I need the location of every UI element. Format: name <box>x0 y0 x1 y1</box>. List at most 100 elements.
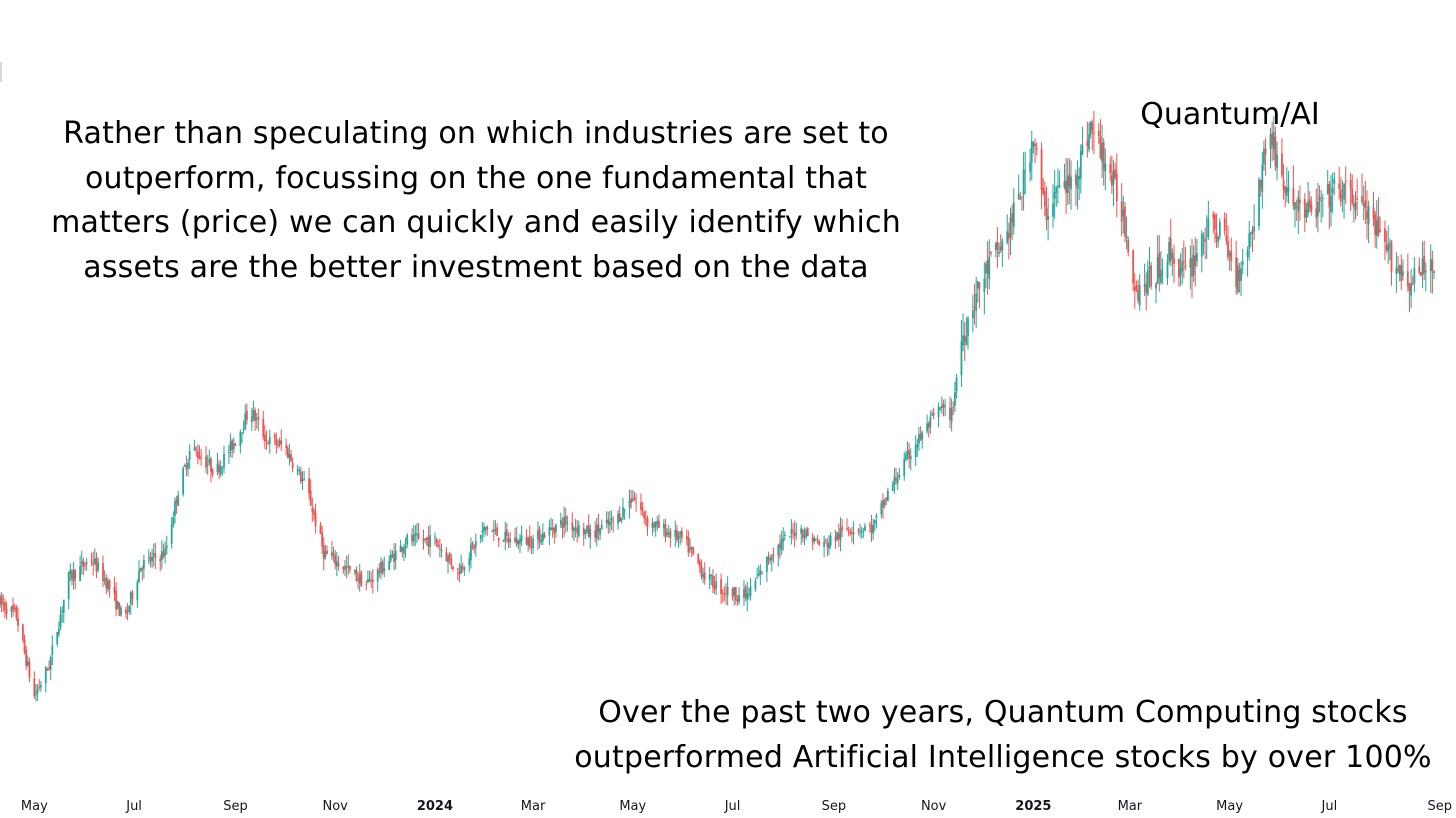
candle-up <box>136 582 139 601</box>
candle-up <box>67 571 70 600</box>
x-axis: May Jul Sep Nov 2024 Mar May Jul Sep Nov 2025 Mar Ma… <box>21 799 1452 814</box>
candle-up <box>206 464 209 466</box>
candle-up <box>1146 270 1149 295</box>
candle-up <box>250 416 253 423</box>
candle-up <box>107 580 109 590</box>
candle-up <box>324 551 327 558</box>
candle-down <box>507 538 510 543</box>
candle-down <box>999 246 1002 251</box>
candle-down <box>1215 232 1218 240</box>
candle-up <box>468 558 471 566</box>
candle-up <box>434 536 436 538</box>
candle-down <box>417 533 420 539</box>
candle-down <box>676 530 678 541</box>
candle-down <box>664 524 667 538</box>
candle-down <box>265 439 268 441</box>
candle-up <box>1398 264 1401 275</box>
candle-down <box>1338 183 1341 189</box>
candle-up <box>519 538 521 544</box>
candle-up <box>1320 200 1323 202</box>
candle-up <box>1022 169 1025 196</box>
candle-down <box>996 242 999 251</box>
candle-up <box>1112 171 1115 185</box>
candle-down <box>927 423 930 428</box>
candle-down <box>17 618 19 626</box>
candle-up <box>56 632 59 644</box>
candle-up <box>965 336 968 346</box>
candle-up <box>520 535 523 542</box>
candle-up <box>1063 181 1066 188</box>
candle-up <box>904 454 907 460</box>
candle-up <box>1367 206 1370 224</box>
candle-up <box>1057 185 1059 187</box>
candle-down <box>1040 148 1043 191</box>
candle-down <box>427 537 430 548</box>
x-tick-label: May <box>619 799 646 814</box>
candle-down <box>370 580 373 582</box>
candle-down <box>1379 229 1381 233</box>
candle-up <box>1171 253 1174 260</box>
candle-up <box>898 474 901 478</box>
candle-up <box>188 451 191 461</box>
candle-down <box>1406 271 1409 287</box>
x-tick-label: Jul <box>125 799 142 814</box>
candle-down <box>458 571 461 575</box>
candle-down <box>1385 245 1388 250</box>
candle-down <box>818 541 821 545</box>
candle-down <box>690 546 693 550</box>
candle-up <box>610 518 613 521</box>
candle-up <box>1261 164 1264 193</box>
candle-down <box>38 687 41 689</box>
candle-down <box>126 610 129 612</box>
candle-down <box>371 579 374 583</box>
candle-up <box>1287 186 1290 193</box>
candle-down <box>685 536 688 539</box>
candle-down <box>973 306 976 309</box>
candle-up <box>1297 197 1300 212</box>
candle-up <box>174 501 176 516</box>
candle-up <box>10 607 13 612</box>
candle-down <box>277 444 279 446</box>
candle-up <box>765 557 768 573</box>
candle-down <box>125 609 127 614</box>
candle-down <box>1303 198 1306 218</box>
candle-up <box>829 535 832 546</box>
candle-up <box>788 536 791 538</box>
candle-up <box>954 392 956 406</box>
annotation-left-line: assets are the better investment based o… <box>83 249 869 285</box>
candle-up <box>380 562 382 574</box>
candle-up <box>903 458 906 476</box>
candle-up <box>1024 171 1027 173</box>
annotation-left: Rather than speculating on which industr… <box>40 112 912 290</box>
candle-down <box>1315 208 1318 219</box>
candle-down <box>378 571 381 573</box>
annotation-left-line: matters (price) we can quickly and easil… <box>51 205 901 240</box>
candle-down <box>473 545 476 549</box>
candle-down <box>313 510 315 515</box>
candle-down <box>159 558 162 562</box>
candle-up <box>839 528 842 541</box>
candle-up <box>241 432 243 434</box>
candle-down <box>263 434 266 442</box>
candle-up <box>1341 196 1344 198</box>
candle-up <box>532 538 534 549</box>
candle-down <box>1145 283 1148 293</box>
candle-up <box>864 526 866 531</box>
candle-up <box>1200 233 1203 257</box>
candle-down <box>1133 287 1136 291</box>
candle-down <box>806 528 809 536</box>
candle-up <box>738 595 740 603</box>
candle-down <box>115 590 117 610</box>
candle-up <box>402 547 405 554</box>
candle-down <box>1259 180 1262 189</box>
candle-up <box>1160 269 1162 283</box>
candle-up <box>103 578 106 581</box>
candle-down <box>5 609 8 615</box>
candle-up <box>504 531 507 541</box>
candle-up <box>595 524 598 539</box>
x-tick-label: Mar <box>1118 799 1143 814</box>
candle-up <box>49 656 52 670</box>
candle-up <box>391 555 394 557</box>
candle-down <box>1223 218 1226 231</box>
candle-down <box>530 546 533 548</box>
